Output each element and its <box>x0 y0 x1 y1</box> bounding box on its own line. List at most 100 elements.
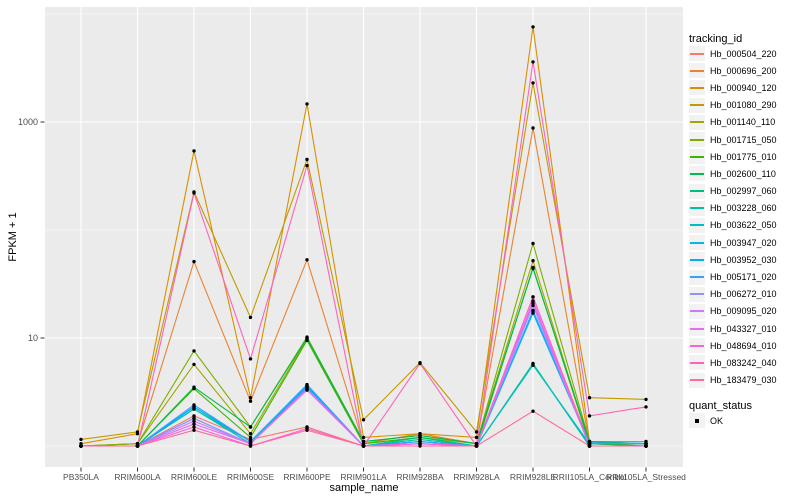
legend-item-Hb_003622_050: Hb_003622_050 <box>689 217 777 234</box>
legend-items-quant: OK <box>689 412 752 429</box>
data-point <box>474 430 479 434</box>
legend-item-Hb_083242_040: Hb_083242_040 <box>689 354 777 371</box>
legend-item-label: Hb_001080_290 <box>710 100 777 111</box>
legend-item-label: Hb_003622_050 <box>710 220 777 231</box>
legend-color-line <box>690 69 704 72</box>
legend-item-label: Hb_183479_030 <box>710 375 777 386</box>
legend-key-swatch <box>689 252 705 268</box>
legend-color-line <box>690 138 704 141</box>
legend-item-label: Hb_003228_060 <box>710 203 777 214</box>
legend-key-swatch <box>689 413 705 429</box>
legend-key-swatch <box>689 286 705 302</box>
legend-key-swatch <box>689 132 705 148</box>
legend-key-swatch <box>689 183 705 199</box>
legend-color-line <box>690 172 704 175</box>
data-point <box>587 396 592 400</box>
data-point <box>644 405 648 409</box>
legend-color-line <box>690 121 704 124</box>
legend-color-line <box>690 224 704 227</box>
data-point <box>192 425 196 429</box>
legend-title-tracking-id: tracking_id <box>689 33 743 45</box>
legend-item-Hb_001080_290: Hb_001080_290 <box>689 97 777 114</box>
legend-item-Hb_003228_060: Hb_003228_060 <box>689 200 777 217</box>
data-point <box>305 338 309 343</box>
data-point <box>474 444 479 448</box>
legend-items-tracking: Hb_000504_220 Hb_000696_200 Hb_000940_120 H… <box>689 45 777 389</box>
data-point <box>361 439 366 444</box>
legend-color-line <box>690 86 704 89</box>
legend-key-swatch <box>689 235 705 251</box>
legend-item-label: Hb_083242_040 <box>710 357 777 368</box>
y-axis-title: FPKM + 1 <box>7 212 19 261</box>
legend-item-label: Hb_002997_060 <box>710 186 777 197</box>
legend-item-Hb_001775_010: Hb_001775_010 <box>689 148 777 165</box>
legend-point-icon <box>695 418 699 423</box>
legend-color-line <box>690 327 704 330</box>
data-point <box>248 435 253 440</box>
legend-item-label: Hb_003952_030 <box>710 254 777 265</box>
legend-item-Hb_002600_110: Hb_002600_110 <box>689 165 777 182</box>
x-tick-label: RRIM600SE <box>227 472 275 482</box>
data-point <box>305 102 309 106</box>
legend-item-label: Hb_000504_220 <box>710 48 777 59</box>
x-tick-label: RRIM901LA <box>340 472 387 482</box>
legend-key-swatch <box>689 63 705 79</box>
x-tick-label: RRIM928LE <box>510 472 557 482</box>
data-point <box>192 419 196 423</box>
legend-item-Hb_001715_050: Hb_001715_050 <box>689 131 777 148</box>
legend-item-label: Hb_003947_020 <box>710 237 777 248</box>
legend-key-swatch <box>689 200 705 216</box>
legend-item-label: Hb_001775_010 <box>710 151 777 162</box>
legend-item-Hb_005171_020: Hb_005171_020 <box>689 268 777 285</box>
data-point <box>305 428 309 432</box>
data-point <box>531 409 535 413</box>
legend-item-label: Hb_001140_110 <box>710 117 776 128</box>
y-tick-label: 10 <box>28 333 38 343</box>
data-point <box>644 397 648 402</box>
data-point <box>79 437 83 442</box>
data-point <box>305 386 309 391</box>
legend-item-label: OK <box>710 415 724 426</box>
legend-color-line <box>690 379 704 382</box>
legend-item-Hb_048694_010: Hb_048694_010 <box>689 337 777 354</box>
legend-color-line <box>690 361 704 364</box>
legend-color-line <box>690 104 704 107</box>
legend-item-label: Hb_000696_200 <box>710 65 777 76</box>
data-point <box>531 266 535 271</box>
data-point <box>587 414 592 418</box>
data-point <box>192 191 196 195</box>
data-point <box>192 149 196 153</box>
data-point <box>192 362 196 367</box>
x-tick-label: RRIM928BA <box>396 472 444 482</box>
x-tick-label: RRIM600LA <box>114 472 161 482</box>
data-point <box>192 403 196 407</box>
legend-tracking-id: tracking_id Hb_000504_220 Hb_000696_200 Hb… <box>689 33 777 389</box>
y-tick-label: 1000 <box>18 117 38 127</box>
legend-item-Hb_043327_010: Hb_043327_010 <box>689 320 777 337</box>
legend-item-Hb_001140_110: Hb_001140_110 <box>689 114 777 131</box>
data-point <box>474 435 479 440</box>
data-point <box>418 444 422 448</box>
data-point <box>531 259 535 263</box>
data-point <box>248 425 253 429</box>
legend-item-quant-OK: OK <box>689 412 752 429</box>
data-point <box>135 430 140 434</box>
legend-color-line <box>690 155 704 158</box>
data-point <box>192 259 196 264</box>
legend-color-line <box>690 310 704 313</box>
legend-item-Hb_000504_220: Hb_000504_220 <box>689 45 777 62</box>
data-point <box>531 295 535 299</box>
legend-key-swatch <box>689 80 705 96</box>
legend-item-label: Hb_000940_120 <box>710 82 777 93</box>
data-point <box>531 81 535 85</box>
legend-item-Hb_006272_010: Hb_006272_010 <box>689 286 777 303</box>
legend-key-swatch <box>689 338 705 354</box>
data-point <box>305 157 309 162</box>
legend-item-label: Hb_043327_010 <box>710 323 777 334</box>
data-point <box>531 25 535 29</box>
legend-item-Hb_009095_020: Hb_009095_020 <box>689 303 777 320</box>
legend-item-Hb_003952_030: Hb_003952_030 <box>689 251 777 268</box>
legend-item-Hb_000696_200: Hb_000696_200 <box>689 62 777 79</box>
legend-color-line <box>690 207 704 210</box>
